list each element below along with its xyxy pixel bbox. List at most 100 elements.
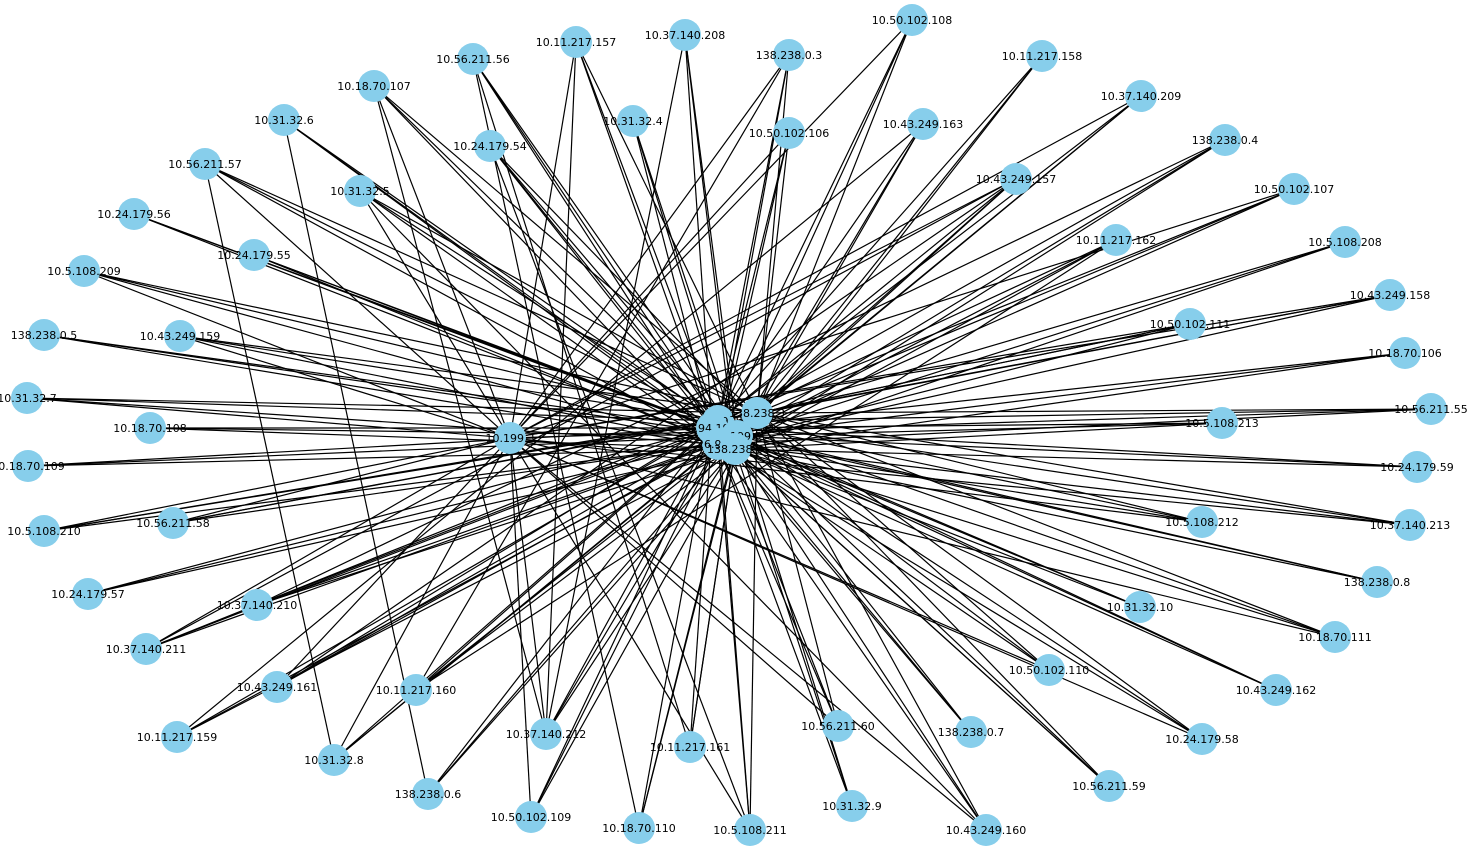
node-n04[interactable]: 138.238.0.4 — [1192, 124, 1258, 156]
node-circle[interactable] — [1319, 621, 1351, 653]
node-n26[interactable]: 10.24.179.57 — [51, 578, 125, 610]
node-circle[interactable] — [1124, 591, 1156, 623]
node-circle[interactable] — [1125, 80, 1157, 112]
node-circle[interactable] — [134, 412, 166, 444]
node-circle[interactable] — [12, 450, 44, 482]
node-circle[interactable] — [617, 105, 649, 137]
node-m01[interactable]: 10.31.32.4 — [603, 105, 663, 137]
node-n22[interactable]: 138.238.0.6 — [395, 778, 461, 810]
node-circle[interactable] — [1206, 407, 1238, 439]
node-circle[interactable] — [1329, 226, 1361, 258]
node-n06[interactable]: 10.5.108.208 — [1308, 226, 1382, 258]
node-circle[interactable] — [1186, 723, 1218, 755]
node-m09[interactable]: 10.31.32.10 — [1107, 591, 1173, 623]
node-n31[interactable]: 10.5.108.209 — [47, 255, 121, 287]
node-circle[interactable] — [318, 744, 350, 776]
node-n25[interactable]: 10.37.140.211 — [106, 633, 186, 665]
node-n16[interactable]: 10.56.211.59 — [1072, 770, 1146, 802]
node-circle[interactable] — [773, 117, 805, 149]
node-n38[interactable]: 10.37.140.208 — [645, 19, 725, 51]
node-n33[interactable]: 10.56.211.57 — [168, 148, 242, 180]
node-m16[interactable]: 10.43.249.161 — [237, 671, 317, 703]
node-circle[interactable] — [1174, 308, 1206, 340]
node-circle[interactable] — [400, 674, 432, 706]
node-circle[interactable] — [72, 578, 104, 610]
node-circle[interactable] — [268, 104, 300, 136]
node-circle[interactable] — [623, 812, 655, 844]
node-hub-c[interactable]: 138.238.3 — [729, 397, 785, 429]
node-m18[interactable]: 10.56.211.58 — [136, 507, 210, 539]
node-m06[interactable]: 10.50.102.111 — [1150, 308, 1230, 340]
node-circle[interactable] — [1260, 674, 1292, 706]
node-m21[interactable]: 10.24.179.55 — [217, 239, 291, 271]
node-circle[interactable] — [822, 710, 854, 742]
node-n35[interactable]: 10.18.70.107 — [337, 70, 411, 102]
node-n10[interactable]: 10.24.179.59 — [1380, 451, 1454, 483]
node-circle[interactable] — [474, 130, 506, 162]
node-n14[interactable]: 10.43.249.162 — [1236, 674, 1316, 706]
node-m14[interactable]: 10.37.140.212 — [506, 718, 586, 750]
node-circle[interactable] — [1278, 173, 1310, 205]
node-circle[interactable] — [68, 255, 100, 287]
node-n39[interactable]: 138.238.0.3 — [756, 39, 822, 71]
node-m05[interactable]: 10.11.217.162 — [1076, 224, 1156, 256]
node-circle[interactable] — [970, 814, 1002, 846]
node-circle[interactable] — [1389, 337, 1421, 369]
node-m20[interactable]: 10.43.249.159 — [140, 320, 220, 352]
node-circle[interactable] — [719, 433, 751, 465]
node-n07[interactable]: 10.43.249.158 — [1350, 279, 1430, 311]
node-circle[interactable] — [157, 507, 189, 539]
node-circle[interactable] — [11, 382, 43, 414]
node-n23[interactable]: 10.31.32.8 — [304, 744, 364, 776]
node-circle[interactable] — [1186, 506, 1218, 538]
node-circle[interactable] — [741, 397, 773, 429]
node-n29[interactable]: 10.31.32.7 — [0, 382, 57, 414]
node-circle[interactable] — [412, 778, 444, 810]
node-n02[interactable]: 10.11.217.158 — [1002, 40, 1082, 72]
node-circle[interactable] — [261, 671, 293, 703]
node-m11[interactable]: 138.238.0.7 — [938, 716, 1004, 748]
node-n34[interactable]: 10.31.32.6 — [254, 104, 314, 136]
node-n17[interactable]: 10.43.249.160 — [946, 814, 1026, 846]
node-n01[interactable]: 10.50.102.108 — [872, 4, 952, 36]
node-circle[interactable] — [674, 731, 706, 763]
node-circle[interactable] — [494, 422, 526, 454]
node-n27[interactable]: 10.5.108.210 — [7, 515, 81, 547]
node-circle[interactable] — [241, 589, 273, 621]
node-n11[interactable]: 10.37.140.213 — [1370, 509, 1450, 541]
node-n12[interactable]: 138.238.0.8 — [1344, 566, 1410, 598]
node-circle[interactable] — [1394, 509, 1426, 541]
node-n03[interactable]: 10.37.140.209 — [1101, 80, 1181, 112]
node-n32[interactable]: 10.24.179.56 — [97, 198, 171, 230]
node-circle[interactable] — [515, 801, 547, 833]
node-hub-g[interactable]: 10.199.3 — [486, 422, 535, 454]
node-m23[interactable]: 10.24.179.54 — [453, 130, 527, 162]
node-circle[interactable] — [358, 70, 390, 102]
node-circle[interactable] — [530, 718, 562, 750]
node-circle[interactable] — [1415, 393, 1447, 425]
node-circle[interactable] — [955, 716, 987, 748]
node-n08[interactable]: 10.18.70.106 — [1368, 337, 1442, 369]
node-circle[interactable] — [1093, 770, 1125, 802]
node-circle[interactable] — [238, 239, 270, 271]
node-n05[interactable]: 10.50.102.107 — [1254, 173, 1334, 205]
node-m10[interactable]: 10.50.102.110 — [1009, 654, 1089, 686]
node-n13[interactable]: 10.18.70.111 — [1298, 621, 1372, 653]
node-circle[interactable] — [189, 148, 221, 180]
node-circle[interactable] — [130, 633, 162, 665]
node-circle[interactable] — [1026, 40, 1058, 72]
node-circle[interactable] — [1000, 163, 1032, 195]
node-n19[interactable]: 10.5.108.211 — [713, 814, 787, 846]
node-circle[interactable] — [896, 4, 928, 36]
node-n21[interactable]: 10.50.102.109 — [491, 801, 571, 833]
node-circle[interactable] — [164, 320, 196, 352]
node-circle[interactable] — [560, 26, 592, 58]
node-n36[interactable]: 10.56.211.56 — [436, 43, 510, 75]
node-m22[interactable]: 10.31.32.5 — [330, 175, 390, 207]
node-circle[interactable] — [1374, 279, 1406, 311]
node-circle[interactable] — [28, 319, 60, 351]
node-circle[interactable] — [28, 515, 60, 547]
node-circle[interactable] — [836, 790, 868, 822]
node-m02[interactable]: 10.50.102.106 — [749, 117, 829, 149]
node-n24[interactable]: 10.11.217.159 — [137, 721, 217, 753]
